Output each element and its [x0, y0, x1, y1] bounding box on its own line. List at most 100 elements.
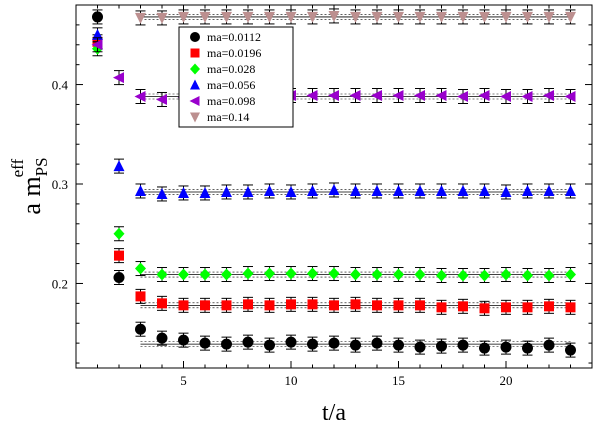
marker-circle — [307, 338, 318, 350]
marker-triangle-up — [565, 184, 576, 196]
data-point — [92, 9, 103, 25]
data-point — [457, 337, 469, 353]
marker-triangle-left — [113, 72, 124, 84]
data-point — [285, 9, 297, 25]
data-point — [264, 266, 275, 282]
data-point — [264, 297, 275, 313]
marker-triangle-up — [479, 184, 490, 196]
data-point — [350, 267, 361, 283]
marker-square — [393, 300, 404, 311]
marker-triangle-down — [190, 112, 200, 123]
marker-diamond — [350, 268, 361, 281]
data-point — [479, 183, 490, 199]
data-point — [349, 88, 361, 104]
data-point — [392, 88, 404, 104]
marker-triangle-up — [350, 184, 361, 196]
marker-triangle-left — [564, 90, 576, 102]
data-point — [113, 158, 125, 174]
legend: ma=0.0112 ma=0.0196 ma=0.028 ma=0.056 ma=0.0… — [178, 26, 294, 128]
data-point — [264, 183, 275, 199]
marker-circle — [414, 341, 426, 353]
marker-triangle-left — [349, 90, 361, 102]
y-tick-label: 0.3 — [52, 177, 68, 192]
data-point — [199, 185, 211, 201]
data-point — [565, 9, 576, 25]
marker-diamond — [522, 269, 533, 282]
marker-square — [221, 300, 232, 311]
legend-label: ma=0.0112 — [207, 30, 261, 44]
data-point — [221, 267, 232, 283]
marker-triangle-up — [242, 185, 254, 197]
marker-circle — [543, 339, 555, 351]
marker-triangle-left — [156, 93, 167, 105]
x-tick-label: 15 — [392, 373, 405, 388]
legend-label: ma=0.098 — [207, 94, 255, 108]
data-marks-group — [91, 8, 576, 358]
data-point — [178, 9, 189, 25]
marker-triangle-down — [307, 11, 318, 23]
data-point — [522, 268, 533, 284]
data-point — [135, 321, 146, 337]
data-point — [113, 70, 124, 86]
y-tick-label: 0.4 — [52, 78, 69, 93]
marker-triangle-up — [328, 183, 340, 195]
y-axis-title: a mPS eff — [8, 157, 51, 214]
data-point — [178, 297, 189, 313]
data-point — [156, 10, 168, 26]
y-tick-label: 0.2 — [52, 276, 68, 291]
marker-square — [178, 300, 189, 311]
marker-circle — [156, 332, 168, 344]
marker-triangle-left — [457, 90, 468, 102]
marker-triangle-left — [134, 90, 146, 102]
x-tick-label: 10 — [285, 373, 298, 388]
data-point — [543, 9, 555, 25]
data-point — [393, 337, 404, 353]
data-point — [307, 9, 318, 25]
marker-triangle-up — [371, 184, 383, 196]
marker-square — [350, 299, 361, 310]
marker-diamond — [178, 268, 189, 281]
data-point — [307, 266, 318, 282]
data-point — [500, 88, 511, 104]
marker-triangle-down — [543, 11, 555, 23]
data-point — [478, 88, 490, 104]
marker-triangle-up — [156, 187, 168, 199]
data-point — [350, 9, 361, 25]
data-point — [328, 182, 340, 198]
data-point — [328, 266, 340, 282]
marker-circle — [135, 323, 146, 335]
y-axis-title-main: a m — [17, 176, 46, 214]
marker-triangle-up — [393, 184, 404, 196]
marker-triangle-down — [242, 11, 254, 23]
marker-triangle-left — [392, 90, 404, 102]
marker-diamond — [156, 268, 168, 281]
marker-diamond — [393, 268, 404, 281]
marker-square — [135, 291, 146, 302]
marker-square — [200, 300, 210, 311]
marker-diamond — [285, 267, 297, 280]
marker-triangle-left — [435, 90, 447, 102]
data-point — [157, 295, 167, 311]
marker-diamond — [242, 267, 254, 280]
marker-diamond — [479, 269, 490, 282]
x-tick-label: 5 — [180, 373, 187, 388]
marker-circle — [328, 337, 340, 349]
marker-square — [544, 301, 554, 312]
data-point — [178, 185, 189, 201]
marker-square — [458, 301, 468, 312]
marker-circle — [199, 337, 211, 349]
marker-circle — [350, 339, 361, 351]
data-point — [135, 10, 146, 26]
data-point — [543, 268, 555, 284]
data-point — [457, 88, 468, 104]
marker-triangle-down — [199, 11, 211, 23]
marker-diamond — [113, 227, 125, 240]
marker-triangle-down — [264, 11, 275, 23]
data-point — [307, 183, 318, 199]
data-point — [522, 183, 533, 199]
data-point — [521, 88, 533, 104]
marker-triangle-left — [189, 96, 200, 106]
data-point — [500, 339, 512, 355]
marker-circle — [565, 344, 576, 356]
